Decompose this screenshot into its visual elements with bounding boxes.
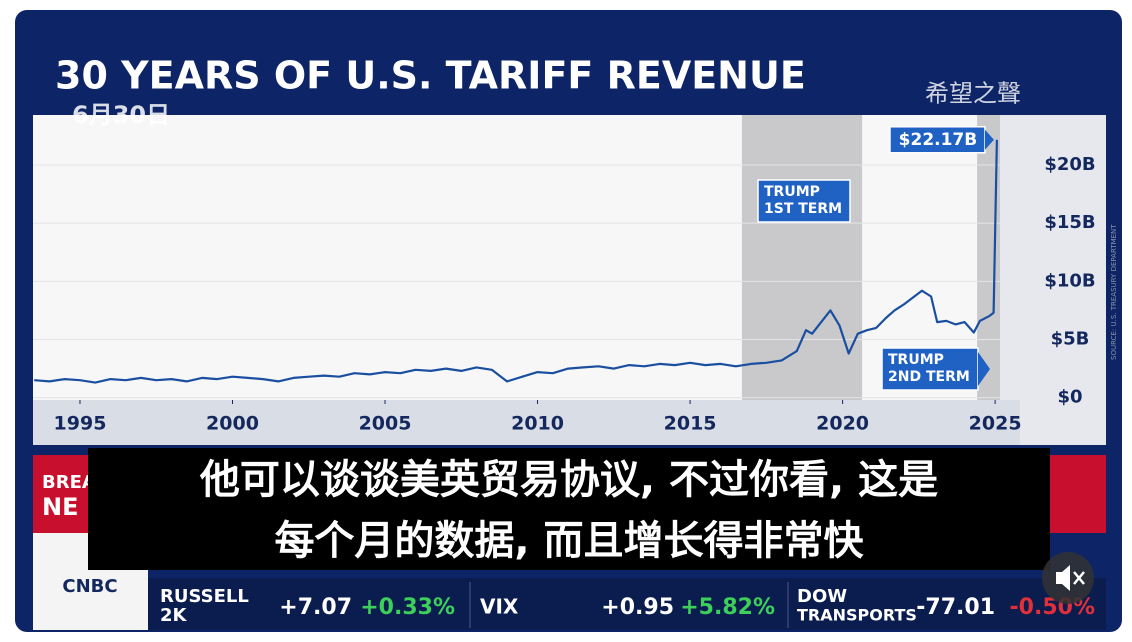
period-label: 1ST TERM <box>764 201 842 217</box>
value-label-arrow <box>984 129 994 150</box>
right-box <box>1048 455 1106 533</box>
ticker-bar <box>148 578 1106 630</box>
value-label: $22.17B <box>899 130 978 150</box>
mute-button[interactable] <box>1042 552 1094 604</box>
chart-title: 30 YEARS OF U.S. TARIFF REVENUE <box>55 54 806 98</box>
ticker-name: RUSSELL <box>160 586 249 607</box>
period-label: TRUMP <box>888 352 944 368</box>
ticker-change: +7.07 <box>279 595 352 620</box>
ticker-name: VIX <box>480 595 519 619</box>
x-tick-label: 2010 <box>511 413 564 435</box>
subtitle: 他可以谈谈美英贸易协议, 不过你看, 这是 <box>199 457 938 503</box>
data-line <box>34 139 998 384</box>
speaker-icon[interactable] <box>1056 565 1070 591</box>
date-overlay: 6月30日 <box>72 101 170 129</box>
subtitle: 每个月的数据, 而且增长得非常快 <box>274 518 864 564</box>
ticker-name: 2K <box>160 605 188 626</box>
y-tick-label: $20B <box>1044 154 1095 175</box>
period-label-box <box>881 347 979 391</box>
ticker-change: +0.95 <box>601 595 674 620</box>
x-tick-label: 2005 <box>359 413 412 435</box>
period-label: TRUMP <box>764 184 820 200</box>
x-tick-label: 1995 <box>54 413 107 435</box>
breaking-box <box>33 455 93 533</box>
x-tick-label: 2015 <box>664 413 717 435</box>
ticker-change: -77.01 <box>916 595 995 620</box>
period-label-arrow <box>978 352 990 386</box>
period-label: 2ND TERM <box>888 369 970 385</box>
source: SOURCE: U.S. TREASURY DEPARTMENT <box>1110 224 1118 360</box>
ticker-name: DOW <box>797 586 847 607</box>
shaded-period <box>977 115 1000 400</box>
y-tick-label: $5B <box>1051 329 1090 350</box>
period-label-box <box>757 179 851 223</box>
breaking-text: NE <box>42 493 78 521</box>
y-tick-label: $15B <box>1044 212 1095 233</box>
ticker-percent: +0.33% <box>360 595 455 620</box>
chart: $0 $5B $10B $15B $20B 1995 2000 2005 2010 2015 202… <box>33 115 1096 435</box>
network-logo: CNBC <box>62 576 117 597</box>
ticker-name: TRANSPORTS <box>797 606 917 625</box>
shaded-period <box>741 115 863 400</box>
y-tick-label: $0 <box>1057 387 1082 408</box>
x-tick-label: 2020 <box>816 413 869 435</box>
x-axis-band <box>33 400 1020 445</box>
subtitle-box <box>88 448 1050 570</box>
y-axis-panel <box>1000 115 1106 445</box>
ticker-percent: +5.82% <box>680 595 775 620</box>
mute-x[interactable] <box>1073 571 1085 585</box>
x-tick-label: 2000 <box>206 413 259 435</box>
watermark: 希望之聲 <box>925 80 1021 108</box>
y-tick-label: $10B <box>1044 270 1095 291</box>
x-tick-label: 2025 <box>969 413 1022 435</box>
breaking-text: BREA <box>42 472 96 493</box>
